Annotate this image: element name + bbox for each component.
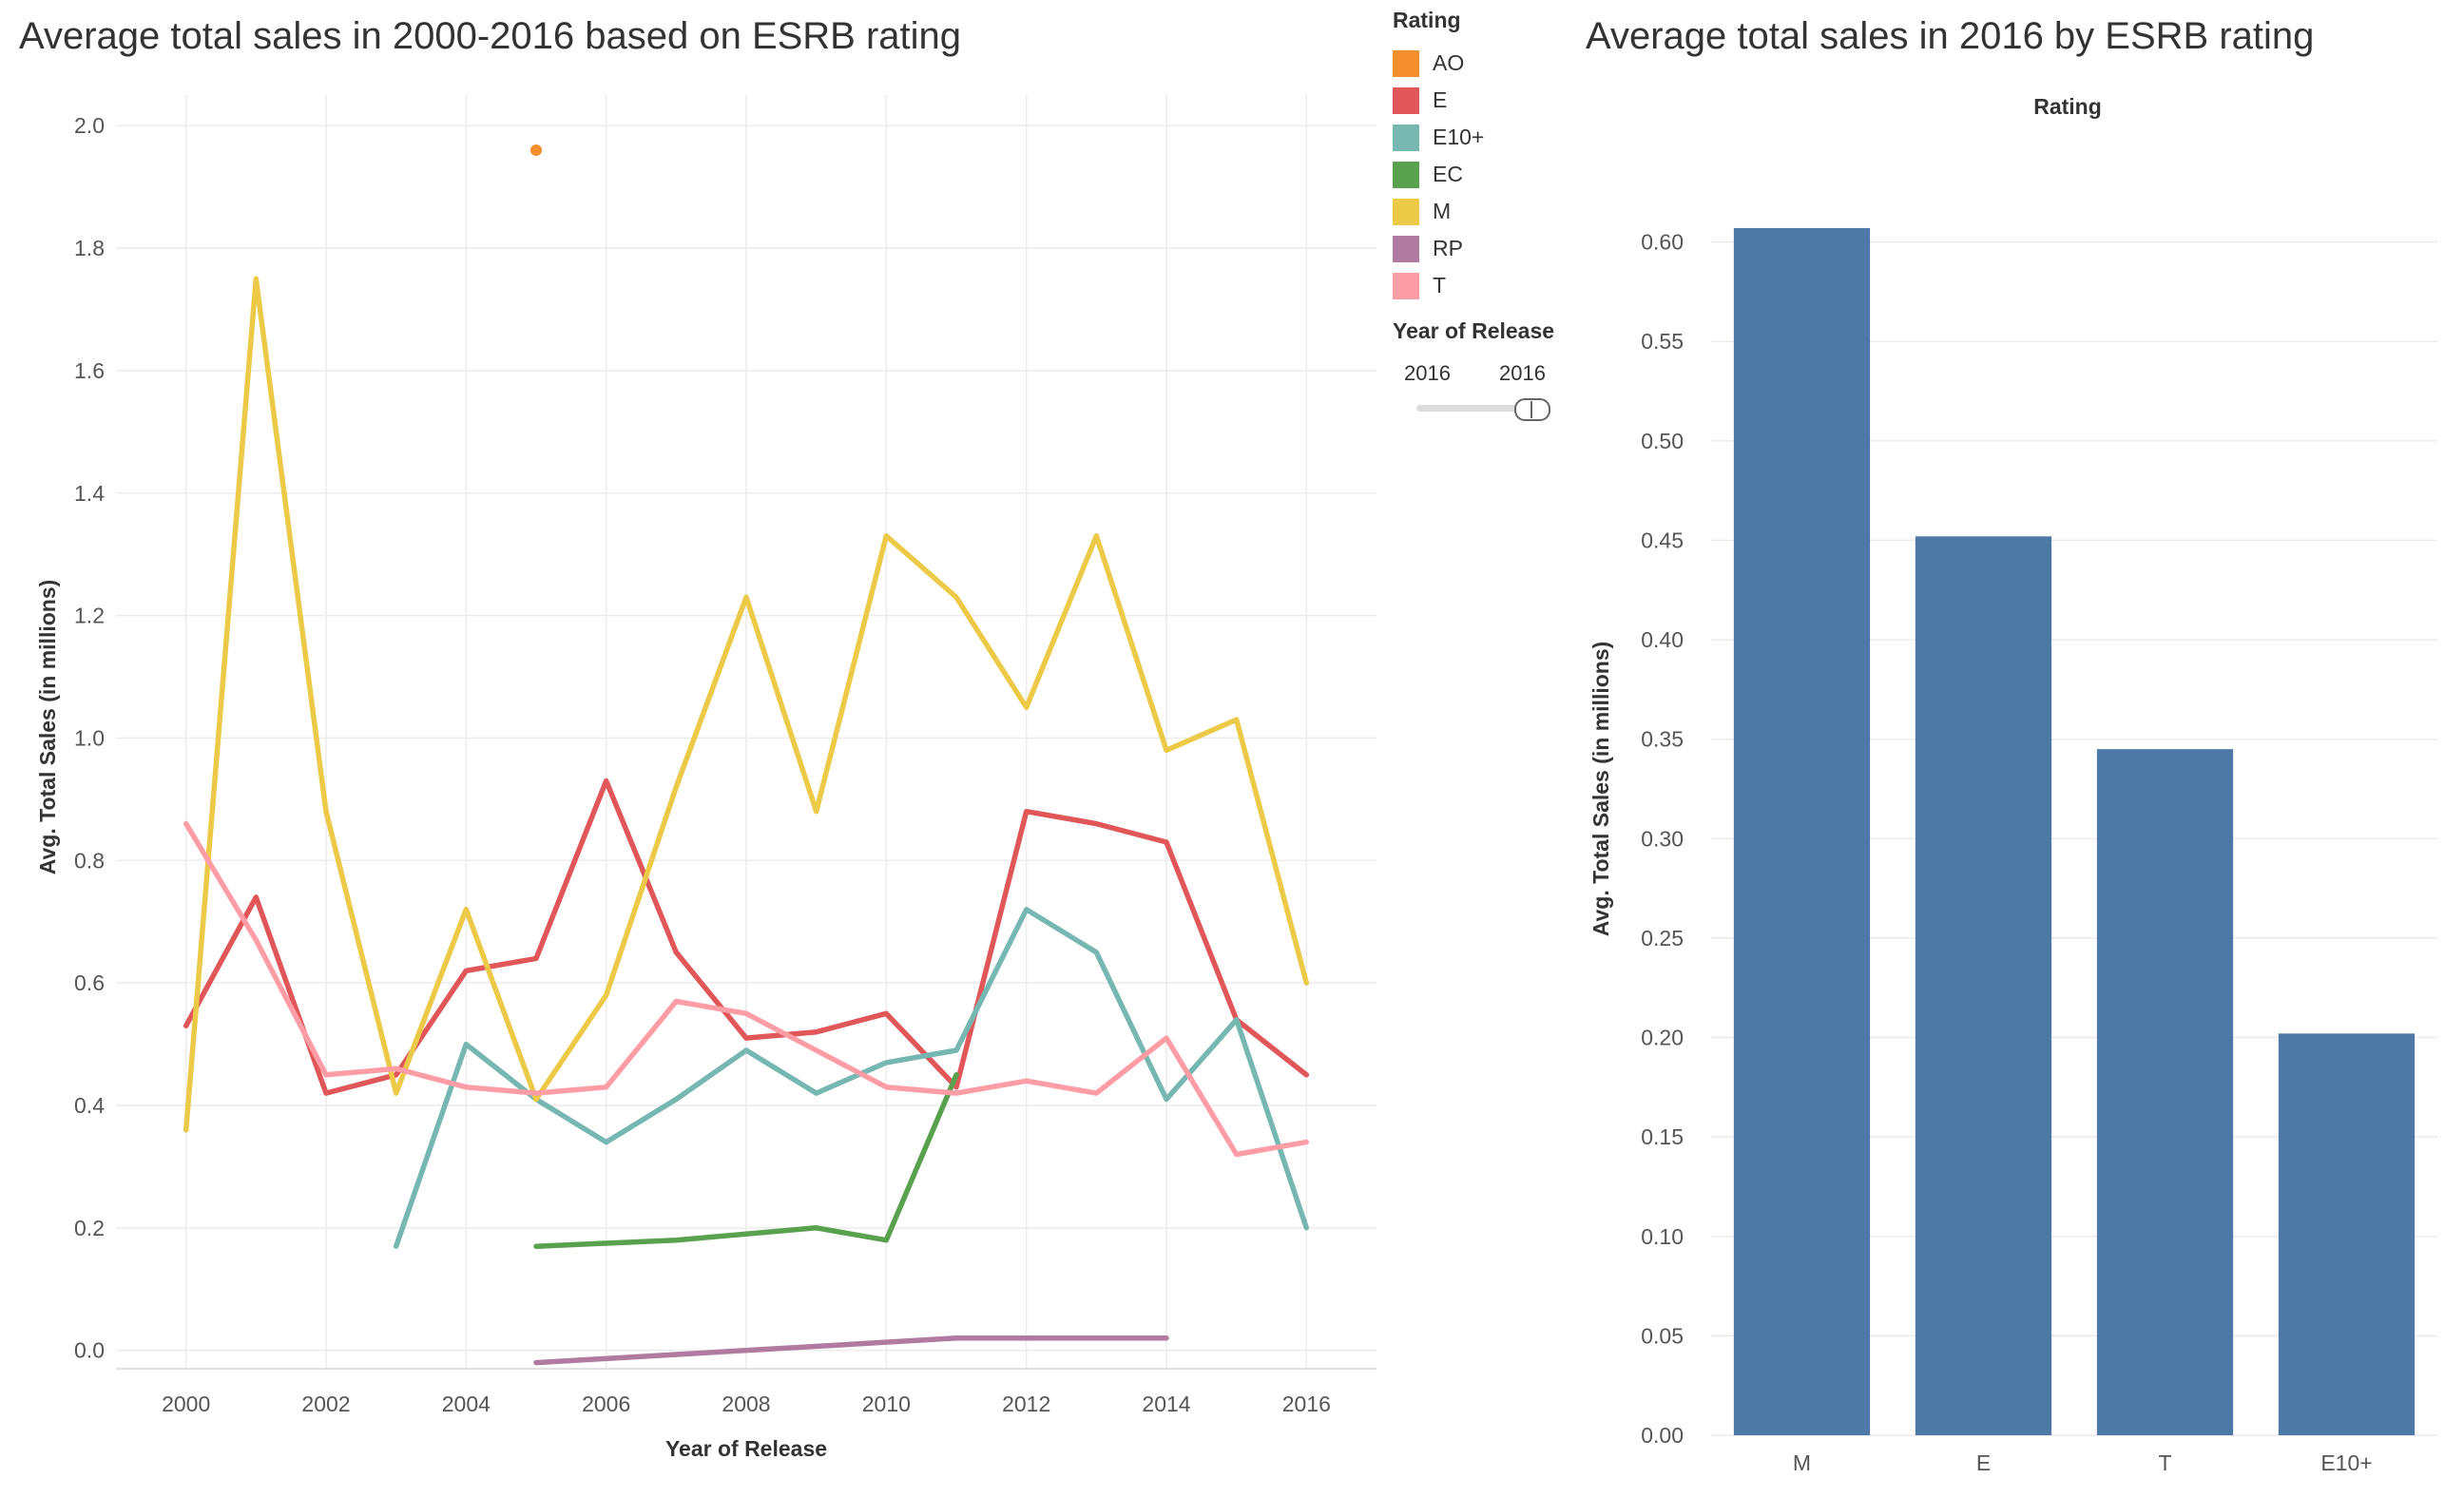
y-tick-label: 1.2 bbox=[74, 604, 105, 628]
y-tick-label: 0.8 bbox=[74, 848, 105, 873]
y-tick-label: 1.0 bbox=[74, 725, 105, 750]
legend-swatch bbox=[1393, 86, 1419, 114]
x-tick-label: 2002 bbox=[301, 1392, 350, 1416]
series-line-e[interactable] bbox=[183, 778, 1310, 1096]
bar-chart: Rating 0.000.050.100.150.200.250.300.350… bbox=[1588, 94, 2437, 1475]
legend-label: AO bbox=[1433, 50, 1465, 75]
line-chart: 0.0 0.2 0.4 0.6 0.8 1.0 1.2 1.4 1.6 1.8 2.0 2000 200… bbox=[35, 95, 1376, 1461]
series-line-rp[interactable] bbox=[533, 1335, 1169, 1366]
series-line-t[interactable] bbox=[183, 820, 1310, 1158]
bar-e[interactable] bbox=[1915, 536, 2052, 1435]
bar-y-tick-label: 0.40 bbox=[1641, 627, 1684, 652]
bar-chart-bars bbox=[1733, 227, 2416, 1435]
legend-label: EC bbox=[1433, 162, 1463, 186]
line-chart-grid bbox=[116, 95, 1376, 1370]
y-tick-label: 0.2 bbox=[74, 1216, 105, 1240]
bar-e10-plus[interactable] bbox=[2278, 1033, 2416, 1435]
year-slider-track[interactable] bbox=[1416, 405, 1535, 412]
bar-y-tick-label: 0.55 bbox=[1641, 329, 1684, 354]
bar-y-tick-label: 0.15 bbox=[1641, 1124, 1684, 1149]
bar-y-tick-label: 0.05 bbox=[1641, 1323, 1684, 1348]
bar-chart-title: Average total sales in 2016 by ESRB rati… bbox=[1586, 15, 2315, 57]
legend-swatch bbox=[1393, 161, 1419, 188]
legend-label: M bbox=[1433, 199, 1452, 223]
line-chart-series bbox=[183, 144, 1310, 1366]
legend-label: E bbox=[1433, 87, 1448, 112]
x-tick-label: 2010 bbox=[862, 1392, 911, 1416]
bar-category-label: E bbox=[1976, 1450, 1991, 1475]
series-line-e10-plus[interactable] bbox=[393, 907, 1310, 1249]
legend-item-m[interactable]: M bbox=[1393, 193, 1602, 230]
bar-y-tick-label: 0.10 bbox=[1641, 1224, 1684, 1249]
y-tick-label: 0.4 bbox=[74, 1093, 105, 1118]
series-line-m[interactable] bbox=[183, 276, 1310, 1133]
y-tick-label: 1.8 bbox=[74, 236, 105, 260]
x-tick-label: 2000 bbox=[162, 1392, 210, 1416]
legend-item-e[interactable]: E bbox=[1393, 82, 1602, 119]
legend-swatch bbox=[1393, 124, 1419, 151]
filter-max-value: 2016 bbox=[1499, 361, 1546, 385]
line-chart-ticks: 0.0 0.2 0.4 0.6 0.8 1.0 1.2 1.4 1.6 1.8 2.0 2000 200… bbox=[74, 113, 1331, 1416]
y-axis-label: Avg. Total Sales (in millions) bbox=[35, 580, 60, 875]
filter-values: 2016 2016 bbox=[1393, 354, 1602, 392]
legend-swatch bbox=[1393, 272, 1419, 299]
bar-y-tick-label: 0.60 bbox=[1641, 230, 1684, 255]
y-tick-label: 1.6 bbox=[74, 358, 105, 383]
legend-item-t[interactable]: T bbox=[1393, 267, 1602, 304]
bar-y-tick-label: 0.20 bbox=[1641, 1026, 1684, 1050]
bar-y-tick-label: 0.45 bbox=[1641, 528, 1684, 552]
legend-item-ao[interactable]: AO bbox=[1393, 45, 1602, 82]
legend-item-e10-plus[interactable]: E10+ bbox=[1393, 119, 1602, 156]
bar-category-label: M bbox=[1793, 1450, 1811, 1475]
legend-items: AO E E10+ EC M RP T bbox=[1393, 45, 1602, 304]
legend-swatch bbox=[1393, 49, 1419, 77]
year-filter: Year of Release 2016 2016 bbox=[1393, 318, 1602, 421]
legend-title: Rating bbox=[1393, 8, 1461, 32]
x-tick-label: 2016 bbox=[1282, 1392, 1331, 1416]
bar-y-tick-label: 0.50 bbox=[1641, 429, 1684, 453]
line-chart-title: Average total sales in 2000-2016 based o… bbox=[19, 15, 962, 57]
legend-label: RP bbox=[1433, 236, 1463, 260]
x-tick-label: 2004 bbox=[442, 1392, 491, 1416]
y-tick-label: 0.0 bbox=[74, 1338, 105, 1363]
bar-category-label: E10+ bbox=[2320, 1450, 2372, 1475]
x-axis-label: Year of Release bbox=[665, 1436, 827, 1461]
x-tick-label: 2014 bbox=[1142, 1392, 1190, 1416]
legend-label: T bbox=[1433, 273, 1447, 298]
y-tick-label: 1.4 bbox=[74, 481, 105, 506]
legend-swatch bbox=[1393, 235, 1419, 262]
y-tick-label: 0.6 bbox=[74, 970, 105, 995]
filter-title: Year of Release bbox=[1393, 318, 1555, 343]
year-slider-handle[interactable] bbox=[1514, 398, 1550, 421]
bar-y-tick-label: 0.25 bbox=[1641, 926, 1684, 951]
bar-column-header: Rating bbox=[2033, 94, 2102, 119]
bar-category-label: T bbox=[2158, 1450, 2171, 1475]
y-tick-label: 2.0 bbox=[74, 113, 105, 138]
bar-m[interactable] bbox=[1733, 227, 1871, 1435]
rating-legend: Rating AO E E10+ EC M RP T bbox=[1393, 8, 1602, 304]
x-tick-label: 2008 bbox=[722, 1392, 770, 1416]
series-point-ao[interactable] bbox=[530, 144, 542, 156]
x-tick-label: 2012 bbox=[1002, 1392, 1050, 1416]
legend-item-rp[interactable]: RP bbox=[1393, 230, 1602, 267]
bar-y-tick-label: 0.30 bbox=[1641, 826, 1684, 851]
legend-label: E10+ bbox=[1433, 125, 1485, 149]
bar-y-tick-label: 0.00 bbox=[1641, 1423, 1684, 1448]
x-tick-label: 2006 bbox=[582, 1392, 630, 1416]
bar-t[interactable] bbox=[2096, 749, 2234, 1435]
series-line-ec[interactable] bbox=[533, 1072, 959, 1249]
legend-item-ec[interactable]: EC bbox=[1393, 156, 1602, 193]
bar-y-tick-label: 0.35 bbox=[1641, 727, 1684, 752]
bar-chart-ticks: 0.00 0.05 0.10 0.15 0.20 0.25 0.30 0.35 0.40 0.45… bbox=[1641, 230, 2372, 1475]
legend-swatch bbox=[1393, 198, 1419, 225]
bar-y-axis-label: Avg. Total Sales (in millions) bbox=[1588, 642, 1613, 937]
filter-min-value: 2016 bbox=[1404, 361, 1451, 385]
